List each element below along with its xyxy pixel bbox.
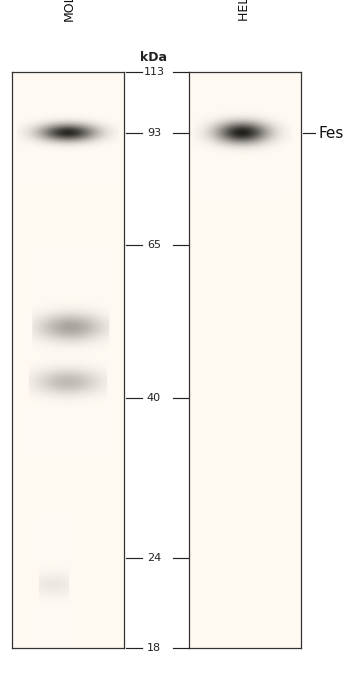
Text: 93: 93 bbox=[147, 128, 161, 138]
Text: 65: 65 bbox=[147, 241, 161, 250]
Text: MOLT-4: MOLT-4 bbox=[63, 0, 75, 21]
Text: 40: 40 bbox=[147, 393, 161, 403]
Text: kDa: kDa bbox=[141, 51, 167, 64]
Text: 24: 24 bbox=[147, 553, 161, 563]
Text: 113: 113 bbox=[143, 67, 165, 77]
Text: Fes: Fes bbox=[319, 126, 344, 141]
Text: 18: 18 bbox=[147, 643, 161, 653]
Text: HEL 92.1.7: HEL 92.1.7 bbox=[238, 0, 251, 21]
